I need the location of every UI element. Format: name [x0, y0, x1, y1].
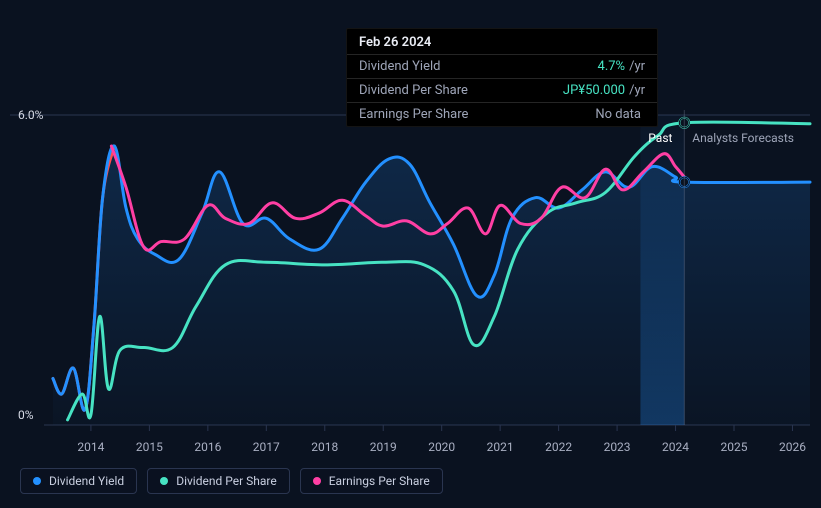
x-axis-tick: 2026 — [779, 440, 806, 454]
x-axis-tick: 2015 — [136, 440, 163, 454]
x-axis-tick: 2017 — [253, 440, 280, 454]
legend-dot-icon — [160, 477, 168, 485]
x-axis-tick: 2014 — [77, 440, 104, 454]
y-axis-max-label: 6.0% — [18, 108, 43, 122]
x-axis-tick: 2020 — [428, 440, 455, 454]
x-axis-tick: 2018 — [311, 440, 338, 454]
legend-label: Earnings Per Share — [329, 474, 430, 488]
tooltip-row: Earnings Per Share No data — [347, 102, 657, 126]
legend-label: Dividend Per Share — [176, 474, 277, 488]
tooltip-key: Dividend Per Share — [359, 83, 468, 98]
dividend-history-chart: Feb 26 2024 Dividend Yield 4.7%/yr Divid… — [0, 0, 821, 508]
tooltip-value: 4.7% — [598, 59, 626, 74]
tooltip-key: Earnings Per Share — [359, 107, 468, 122]
y-axis-min-label: 0% — [18, 408, 34, 422]
legend-dot-icon — [313, 477, 321, 485]
legend-dot-icon — [33, 477, 41, 485]
x-axis-tick: 2023 — [604, 440, 631, 454]
x-axis: 2014 2015 2016 2017 2018 2019 2020 2021 2022 2023… — [50, 440, 810, 458]
x-axis-tick: 2022 — [545, 440, 572, 454]
tooltip-value: JP¥50.000 — [563, 83, 625, 98]
x-axis-tick: 2016 — [194, 440, 221, 454]
x-axis-tick: 2024 — [662, 440, 689, 454]
tooltip-value: No data — [595, 107, 641, 122]
legend-item-earnings-per-share[interactable]: Earnings Per Share — [300, 468, 443, 494]
chart-tooltip: Feb 26 2024 Dividend Yield 4.7%/yr Divid… — [346, 28, 658, 127]
past-label: Past — [648, 131, 672, 145]
tooltip-date: Feb 26 2024 — [347, 29, 657, 54]
legend-label: Dividend Yield — [49, 474, 124, 488]
x-axis-tick: 2021 — [487, 440, 514, 454]
x-axis-tick: 2025 — [721, 440, 748, 454]
chart-legend: Dividend Yield Dividend Per Share Earnin… — [20, 468, 443, 494]
tooltip-key: Dividend Yield — [359, 59, 440, 74]
tooltip-row: Dividend Per Share JP¥50.000/yr — [347, 78, 657, 102]
legend-item-dividend-yield[interactable]: Dividend Yield — [20, 468, 137, 494]
x-axis-tick: 2019 — [370, 440, 397, 454]
forecast-label: Analysts Forecasts — [692, 131, 794, 145]
tooltip-row: Dividend Yield 4.7%/yr — [347, 54, 657, 78]
legend-item-dividend-per-share[interactable]: Dividend Per Share — [147, 468, 290, 494]
